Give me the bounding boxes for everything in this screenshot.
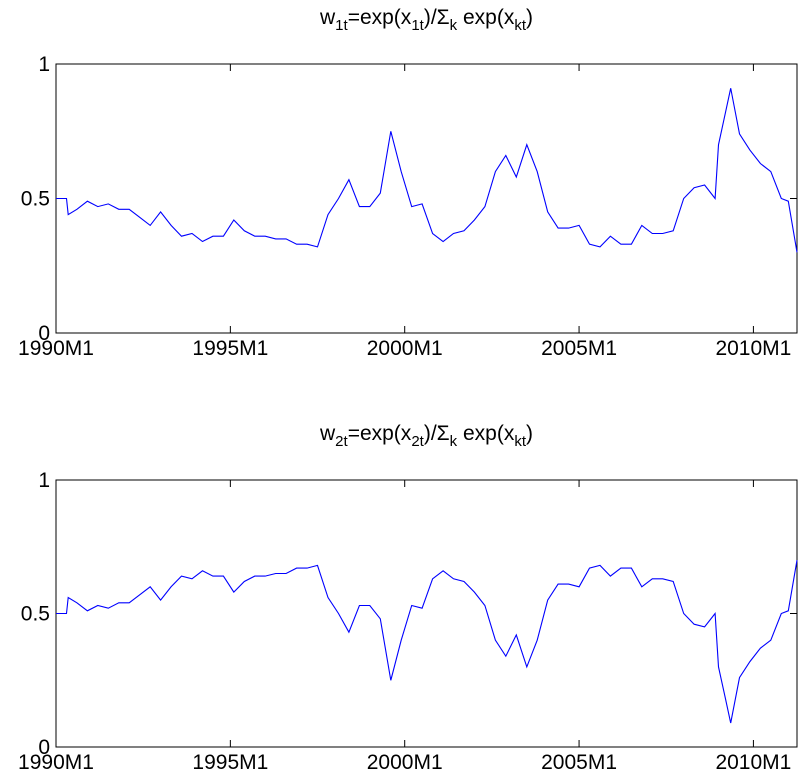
x-tick-label: 2000M1 (367, 337, 443, 360)
x-tick-label: 1990M1 (18, 751, 94, 774)
chart-title-part: exp(x (457, 6, 515, 29)
y-tick-label: 0 (38, 322, 50, 345)
chart-title-part: )/Σ (424, 422, 450, 445)
x-tick-label: 2000M1 (367, 751, 443, 774)
chart-title-part: 2t (411, 433, 424, 450)
x-tick-label: 1995M1 (192, 337, 268, 360)
y-tick-label: 0.5 (21, 603, 50, 626)
y-tick-label: 0 (38, 736, 50, 759)
axes-frame (55, 479, 798, 748)
series-line (56, 560, 798, 724)
chart-title-part: 2t (335, 433, 348, 450)
chart-title-part: )/Σ (424, 6, 450, 29)
x-tick-label: 1995M1 (192, 751, 268, 774)
chart-panel-1: w1t=exp(x1t)/Σk exp(xkt)1990M1 1995M1 2000… (18, 6, 798, 360)
y-tick-label: 1 (38, 53, 50, 76)
x-tick-label: 2010M1 (715, 337, 791, 360)
chart-title-part: ) (526, 422, 533, 445)
chart-title-part: k (450, 17, 458, 34)
chart-title-part: =exp(x (348, 6, 412, 29)
chart-title-part: w (319, 6, 336, 29)
chart-title-part: ) (526, 6, 533, 29)
x-tick-label: 1990M1 (18, 337, 94, 360)
x-tick-label: 2005M1 (541, 751, 617, 774)
chart-title: w1t=exp(x1t)/Σk exp(xkt) (319, 6, 533, 34)
chart-title-part: w (319, 422, 336, 445)
y-tick-label: 1 (38, 469, 50, 492)
chart-title-part: 1t (411, 17, 424, 34)
chart-title-part: 1t (335, 17, 348, 34)
chart-title-part: kt (514, 433, 527, 450)
chart-title-part: k (450, 433, 458, 450)
chart-panel-2: w2t=exp(x2t)/Σk exp(xkt)1990M1 1995M1 2000… (18, 422, 798, 774)
chart-title-part: kt (514, 17, 527, 34)
chart-title-part: exp(x (457, 422, 515, 445)
chart-title: w2t=exp(x2t)/Σk exp(xkt) (319, 422, 533, 450)
x-tick-label: 2010M1 (715, 751, 791, 774)
chart-title-part: =exp(x (348, 422, 412, 445)
series-line (56, 88, 798, 253)
axes-frame (55, 63, 798, 334)
x-tick-label: 2005M1 (541, 337, 617, 360)
y-tick-label: 0.5 (21, 188, 50, 211)
